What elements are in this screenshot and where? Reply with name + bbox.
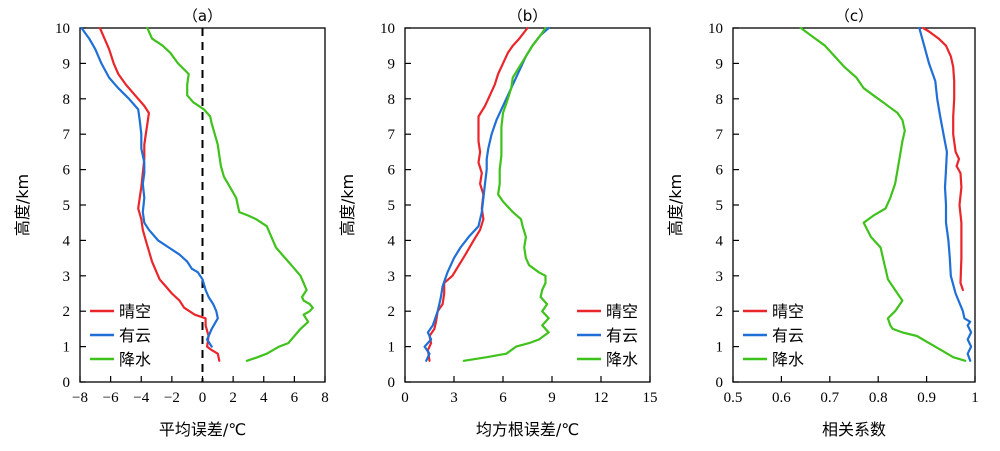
y-tick-label: 3 xyxy=(388,269,396,285)
x-tick-label: 6 xyxy=(291,390,299,406)
y-tick-label: 4 xyxy=(716,233,724,249)
x-tick-label: 4 xyxy=(260,390,268,406)
y-tick-label: 5 xyxy=(388,198,396,214)
series-line-1 xyxy=(922,26,965,292)
y-tick-label: 9 xyxy=(63,56,71,72)
y-tick-label: 7 xyxy=(388,127,396,143)
y-tick-label: 3 xyxy=(63,269,71,285)
legend-label-2: 有云 xyxy=(606,326,638,345)
y-tick-label: 1 xyxy=(716,340,724,356)
panel-label: （c） xyxy=(835,7,873,25)
y-tick-label: 2 xyxy=(388,304,396,320)
x-tick-label: 12 xyxy=(594,390,609,406)
y-tick-label: 7 xyxy=(63,127,71,143)
y-tick-label: 6 xyxy=(716,163,724,179)
y-axis-label: 高度/km xyxy=(13,174,32,236)
legend-label-3: 降水 xyxy=(119,350,151,369)
x-axis-label: 相关系数 xyxy=(822,420,886,439)
y-tick-label: 10 xyxy=(708,21,723,37)
x-tick-label: 0.9 xyxy=(917,390,936,406)
panel-1: −8 −6 −4 −2 0 2 4 6 8 0 1 2 3 4 5 6 7 8 9 10 （a） 平均误差/℃ 高度/km 晴… xyxy=(13,7,329,439)
legend-label-1: 晴空 xyxy=(119,302,151,321)
y-tick-label: 5 xyxy=(63,198,71,214)
y-axis-label: 高度/km xyxy=(666,174,685,236)
x-tick-label: 0.6 xyxy=(772,390,791,406)
y-tick-label: 7 xyxy=(716,127,724,143)
y-tick-label: 1 xyxy=(63,340,71,356)
y-tick-label: 4 xyxy=(63,233,71,249)
y-axis-label: 高度/km xyxy=(338,174,357,236)
legend-label-2: 有云 xyxy=(772,326,804,345)
series-line-2 xyxy=(918,26,973,362)
x-tick-label: −6 xyxy=(103,390,119,406)
y-tick-label: 9 xyxy=(716,56,724,72)
x-axis-label: 均方根误差/℃ xyxy=(476,420,579,439)
legend-label-1: 晴空 xyxy=(772,302,804,321)
y-tick-label: 5 xyxy=(716,198,724,214)
x-tick-label: 0.5 xyxy=(724,390,743,406)
y-tick-label: 6 xyxy=(388,163,396,179)
y-tick-label: 6 xyxy=(63,163,71,179)
panel-3: 0.5 0.6 0.7 0.8 0.9 1012345678910（c）相关系数高度/km… xyxy=(666,7,979,439)
y-tick-label: 8 xyxy=(716,92,724,108)
y-tick-label: 8 xyxy=(63,92,71,108)
series-line-3 xyxy=(799,26,967,362)
x-tick-label: −2 xyxy=(164,390,180,406)
y-tick-label: 3 xyxy=(716,269,724,285)
y-tick-label: 0 xyxy=(388,375,396,391)
legend-label-2: 有云 xyxy=(119,326,151,345)
y-tick-label: 0 xyxy=(63,375,71,391)
x-tick-label: 2 xyxy=(229,390,237,406)
y-tick-label: 2 xyxy=(716,304,724,320)
x-tick-label: 1 xyxy=(971,390,979,406)
x-tick-label: 3 xyxy=(450,390,458,406)
x-tick-label: 6 xyxy=(499,390,507,406)
series-line-3 xyxy=(146,26,314,362)
x-tick-label: 0 xyxy=(401,390,409,406)
series-line-2 xyxy=(423,26,550,362)
x-tick-label: 15 xyxy=(643,390,658,406)
legend-label-1: 晴空 xyxy=(606,302,638,321)
y-tick-label: 0 xyxy=(716,375,724,391)
series-line-2 xyxy=(80,26,219,348)
y-tick-label: 10 xyxy=(55,21,70,37)
y-tick-label: 9 xyxy=(388,56,396,72)
x-tick-label: 0 xyxy=(199,390,207,406)
legend-label-3: 降水 xyxy=(606,350,638,369)
panel-2: 0 3 6 9 12 15012345678910（b）均方根误差/℃高度/km晴空有云降… xyxy=(338,7,658,439)
legend-label-3: 降水 xyxy=(772,350,804,369)
x-tick-label: 0.8 xyxy=(869,390,888,406)
x-tick-label: −4 xyxy=(133,390,149,406)
x-tick-label: −8 xyxy=(72,390,88,406)
series-line-1 xyxy=(98,26,221,362)
y-tick-label: 4 xyxy=(388,233,396,249)
y-tick-label: 1 xyxy=(388,340,396,356)
series-line-3 xyxy=(462,26,550,362)
y-tick-label: 2 xyxy=(63,304,71,320)
x-axis-label: 平均误差/℃ xyxy=(159,420,246,439)
panel-label: （b） xyxy=(508,7,548,25)
panel-label: （a） xyxy=(183,7,222,25)
y-tick-label: 10 xyxy=(380,21,395,37)
x-tick-label: 8 xyxy=(321,390,329,406)
x-tick-label: 0.7 xyxy=(820,390,839,406)
y-tick-label: 8 xyxy=(388,92,396,108)
x-tick-label: 9 xyxy=(548,390,556,406)
